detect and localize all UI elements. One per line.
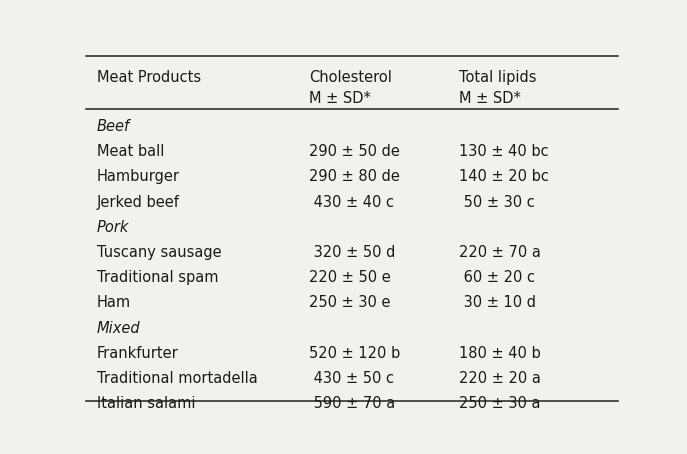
- Text: 320 ± 50 d: 320 ± 50 d: [310, 245, 396, 260]
- Text: 290 ± 50 de: 290 ± 50 de: [310, 144, 401, 159]
- Text: 30 ± 10 d: 30 ± 10 d: [459, 296, 536, 311]
- Text: Hamburger: Hamburger: [96, 169, 179, 184]
- Text: 130 ± 40 bc: 130 ± 40 bc: [459, 144, 548, 159]
- Text: M ± SD*: M ± SD*: [459, 91, 521, 106]
- Text: Jerked beef: Jerked beef: [96, 195, 179, 210]
- Text: 290 ± 80 de: 290 ± 80 de: [310, 169, 401, 184]
- Text: Mixed: Mixed: [96, 321, 140, 336]
- Text: 60 ± 20 c: 60 ± 20 c: [459, 270, 534, 285]
- Text: Pork: Pork: [96, 220, 129, 235]
- Text: Frankfurter: Frankfurter: [96, 345, 178, 360]
- Text: Ham: Ham: [96, 296, 131, 311]
- Text: M ± SD*: M ± SD*: [310, 91, 372, 106]
- Text: Traditional mortadella: Traditional mortadella: [96, 371, 257, 386]
- Text: Beef: Beef: [96, 119, 130, 134]
- Text: 50 ± 30 c: 50 ± 30 c: [459, 195, 534, 210]
- Text: 140 ± 20 bc: 140 ± 20 bc: [459, 169, 548, 184]
- Text: Cholesterol: Cholesterol: [310, 70, 392, 85]
- Text: Tuscany sausage: Tuscany sausage: [96, 245, 221, 260]
- Text: 180 ± 40 b: 180 ± 40 b: [459, 345, 540, 360]
- Text: 430 ± 40 c: 430 ± 40 c: [310, 195, 394, 210]
- Text: 220 ± 20 a: 220 ± 20 a: [459, 371, 541, 386]
- Text: Meat Products: Meat Products: [96, 70, 201, 85]
- Text: 220 ± 70 a: 220 ± 70 a: [459, 245, 541, 260]
- Text: 430 ± 50 c: 430 ± 50 c: [310, 371, 394, 386]
- Text: 250 ± 30 a: 250 ± 30 a: [459, 396, 540, 411]
- Text: Meat ball: Meat ball: [96, 144, 164, 159]
- Text: Italian salami: Italian salami: [96, 396, 195, 411]
- Text: 250 ± 30 e: 250 ± 30 e: [310, 296, 391, 311]
- Text: Traditional spam: Traditional spam: [96, 270, 218, 285]
- Text: Total lipids: Total lipids: [459, 70, 536, 85]
- Text: 520 ± 120 b: 520 ± 120 b: [310, 345, 401, 360]
- Text: 590 ± 70 a: 590 ± 70 a: [310, 396, 396, 411]
- Text: 220 ± 50 e: 220 ± 50 e: [310, 270, 391, 285]
